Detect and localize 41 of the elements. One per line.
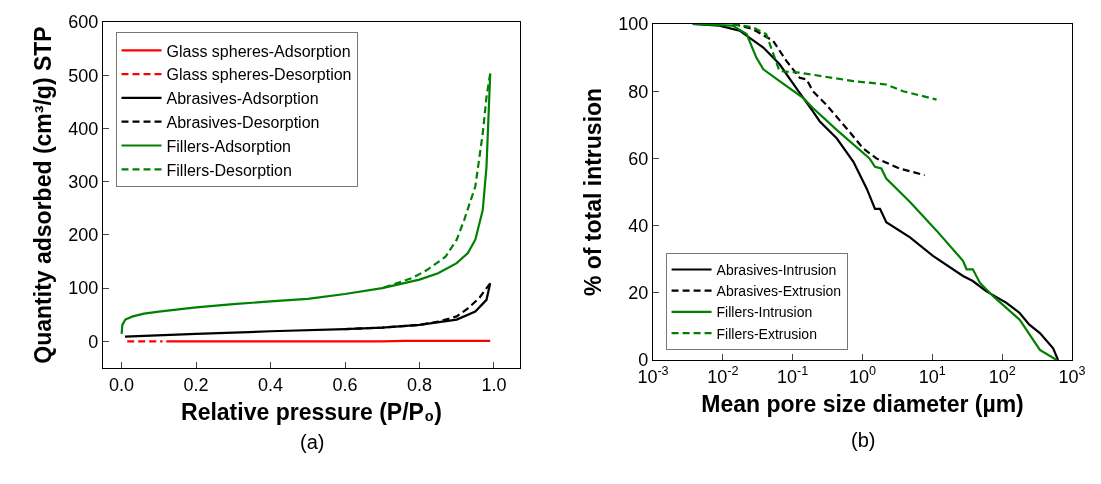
text: (b) <box>851 429 876 451</box>
y-tick-label: 600 <box>68 12 99 33</box>
x-tick-label: 1.0 <box>481 374 507 395</box>
x-tick-label: 10$^{2}$ <box>988 364 1016 387</box>
y-tick-label: 40 <box>628 215 649 236</box>
y-tick-label: 400 <box>68 118 99 139</box>
x-tick-label: 10$^{-2}$ <box>707 364 739 387</box>
x-tick-label: 10$^{-1}$ <box>777 364 809 387</box>
legend-label: Glass spheres-Adsorption <box>166 42 351 60</box>
y-tick-label: 300 <box>68 171 99 192</box>
x-tick-label: 0.2 <box>183 374 209 395</box>
y-tick-label: 100 <box>68 278 99 299</box>
y-axis-title: % of total intrusion <box>579 87 606 297</box>
x-axis-title: Relative pressure (P/P₀) <box>181 399 442 426</box>
text: (a) <box>300 431 325 453</box>
x-tick-label: 0.4 <box>258 374 284 395</box>
y-tick-label: 20 <box>628 283 649 304</box>
legend-label: Abrasives-Extrusion <box>716 283 842 300</box>
x-tick-label: 0.0 <box>109 374 135 395</box>
legend-label: Fillers-Desorption <box>166 161 292 179</box>
legend-label: Fillers-Adsorption <box>166 137 291 155</box>
legend-label: Fillers-Extrusion <box>716 325 817 342</box>
y-tick-label: 100 <box>618 14 649 35</box>
legend-label: Glass spheres-Desorption <box>166 66 352 84</box>
legend-label: Abrasives-Intrusion <box>716 261 837 278</box>
x-tick-label: 10$^{1}$ <box>918 364 946 387</box>
y-tick-label: 0 <box>88 331 99 352</box>
x-axis-title: Mean pore size diameter (µm) <box>701 391 1024 418</box>
x-tick-label: 0.8 <box>406 374 432 395</box>
legend-label: Abrasives-Desorption <box>166 113 320 131</box>
legend-label: Fillers-Intrusion <box>716 304 813 321</box>
x-tick-label: 0.6 <box>332 374 358 395</box>
y-tick-label: 60 <box>628 148 649 169</box>
y-tick-label: 0 <box>638 350 649 371</box>
y-axis-title: Quantity adsorbed (cm³/g) STP <box>29 26 56 364</box>
x-tick-label: 10$^{0}$ <box>848 364 877 387</box>
y-tick-label: 500 <box>68 65 99 86</box>
y-tick-label: 80 <box>628 81 649 102</box>
legend-label: Abrasives-Adsorption <box>166 90 319 108</box>
x-tick-label: 10$^{3}$ <box>1058 364 1086 387</box>
y-tick-label: 200 <box>68 225 99 246</box>
